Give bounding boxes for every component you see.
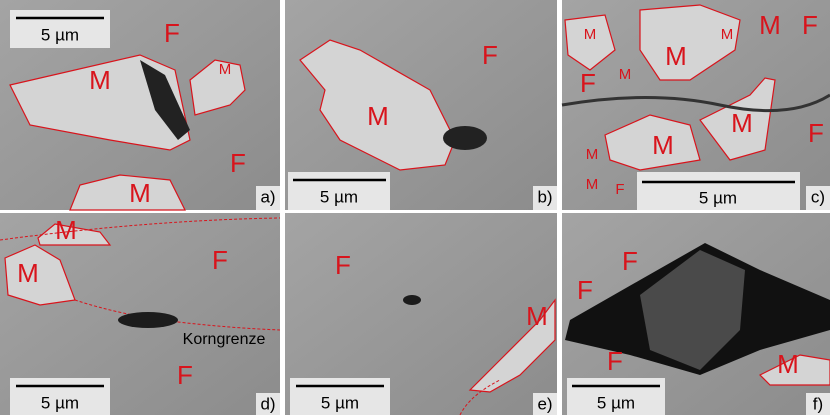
phase-label: M [129, 178, 151, 208]
phase-label: M [759, 10, 781, 40]
phase-label: M [219, 61, 232, 78]
panel-label: f) [813, 394, 823, 413]
scale-label: 5 µm [597, 393, 635, 412]
figure: F M M F M F M M M M M M M M M M F F F F … [0, 0, 830, 415]
phase-label: F [482, 40, 498, 70]
phase-label: F [802, 10, 818, 40]
panel-label: d) [260, 394, 275, 413]
pore [443, 126, 487, 150]
scale-label: 5 µm [320, 187, 358, 206]
phase-label: M [586, 176, 599, 193]
phase-label: M [367, 101, 389, 131]
phase-label: M [665, 41, 687, 71]
phase-label: F [580, 68, 596, 98]
phase-label: F [177, 360, 193, 390]
phase-label: F [808, 118, 824, 148]
panel-label: a) [260, 187, 275, 206]
pore [403, 295, 421, 305]
panel-label: c) [811, 187, 825, 206]
phase-label: F [230, 148, 246, 178]
phase-label: M [586, 146, 599, 163]
phase-label: F [607, 346, 623, 376]
phase-label: M [721, 26, 734, 43]
phase-label: F [164, 18, 180, 48]
pore [118, 312, 178, 328]
phase-label: F [577, 275, 593, 305]
scale-label: 5 µm [321, 393, 359, 412]
phase-label: M [17, 258, 39, 288]
phase-label: F [622, 246, 638, 276]
panel-label: e) [537, 394, 552, 413]
phase-label: M [777, 349, 799, 379]
phase-label: M [55, 215, 77, 245]
phase-label: F [615, 181, 624, 198]
annotation: Korngrenze [183, 331, 266, 348]
panel-label: b) [537, 187, 552, 206]
scale-label: 5 µm [41, 393, 79, 412]
phase-label: M [619, 66, 632, 83]
phase-label: M [584, 26, 597, 43]
phase-label: M [731, 108, 753, 138]
phase-label: M [652, 130, 674, 160]
phase-label: F [212, 245, 228, 275]
phase-label: F [335, 250, 351, 280]
phase-label: M [89, 65, 111, 95]
phase-label: M [526, 301, 548, 331]
scale-label: 5 µm [41, 25, 79, 44]
scale-label: 5 µm [699, 188, 737, 207]
